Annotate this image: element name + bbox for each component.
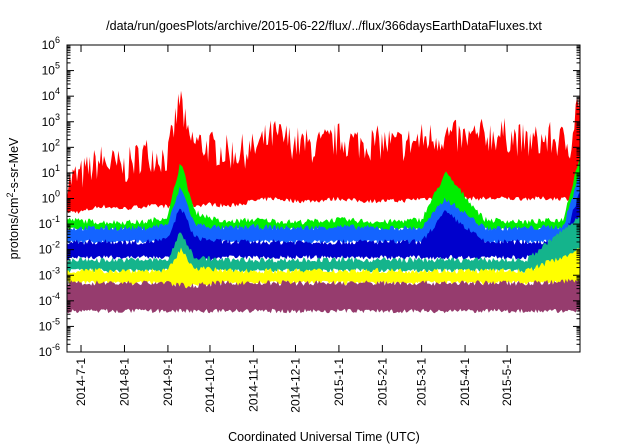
y-axis-label-part: protons/cm: [7, 198, 21, 260]
chart-title: /data/run/goesPlots/archive/2015-06-22/f…: [106, 19, 542, 33]
y-tick-exponent: -1: [52, 214, 60, 224]
y-tick-base: 10: [39, 345, 53, 359]
y-tick-base: 10: [42, 166, 56, 180]
y-tick-exponent: 1: [55, 163, 60, 173]
y-tick-label: 102: [42, 137, 60, 154]
series-layer: [67, 86, 580, 314]
y-tick-base: 10: [42, 115, 56, 129]
x-tick-label: 2014-12-1: [289, 358, 303, 413]
y-tick-label: 10-2: [39, 240, 60, 257]
y-tick-base: 10: [39, 294, 53, 308]
series-yellow-band: [67, 247, 580, 290]
y-tick-label: 105: [42, 61, 60, 78]
y-tick-base: 10: [42, 89, 56, 103]
x-tick-label: 2014-10-1: [203, 358, 217, 413]
y-tick-base: 10: [42, 64, 56, 78]
y-tick-base: 10: [39, 268, 53, 282]
y-tick-exponent: 5: [55, 61, 60, 71]
x-tick-label: 2014-11-1: [246, 358, 260, 412]
y-tick-exponent: 3: [55, 112, 60, 122]
x-tick-label: 2014-7-1: [74, 358, 88, 406]
y-tick-label: 101: [42, 163, 60, 180]
x-tick-label: 2015-2-1: [375, 358, 389, 406]
series-darkblue-band: [67, 192, 580, 269]
y-tick-base: 10: [42, 140, 56, 154]
y-tick-exponent: -5: [52, 316, 60, 326]
y-tick-label: 104: [42, 86, 60, 103]
y-tick-exponent: 2: [55, 137, 60, 147]
y-tick-label: 10-4: [39, 291, 60, 308]
y-tick-label: 103: [42, 112, 60, 129]
y-tick-exponent: -3: [52, 265, 60, 275]
x-tick-label: 2015-1-1: [332, 358, 346, 406]
x-axis: 2014-7-1 2014-8-1 2014-9-1 2014-10-1 2014-11…: [74, 45, 514, 413]
y-tick-exponent: 4: [55, 86, 60, 96]
y-tick-exponent: -6: [52, 342, 60, 352]
series-teal-band: [67, 217, 580, 280]
y-axis-label-part: -s-sr-MeV: [7, 137, 21, 193]
y-axis-label-exponent: 2: [5, 193, 15, 198]
y-tick-exponent: 0: [55, 189, 60, 199]
y-tick-exponent: 6: [55, 35, 60, 45]
y-tick-label: 100: [42, 189, 60, 206]
series-red-band: [67, 86, 580, 217]
y-tick-exponent: -4: [52, 291, 60, 301]
x-tick-label: 2014-8-1: [118, 358, 132, 406]
series-maroon-band: [67, 278, 580, 314]
y-tick-label: 10-6: [39, 342, 60, 359]
x-tick-label: 2015-4-1: [458, 358, 472, 406]
x-tick-label: 2015-5-1: [500, 358, 514, 406]
x-tick-label: 2014-9-1: [161, 358, 175, 406]
y-tick-base: 10: [42, 38, 56, 52]
y-tick-base: 10: [42, 192, 56, 206]
x-axis-label: Coordinated Universal Time (UTC): [228, 430, 420, 444]
y-tick-base: 10: [39, 243, 53, 257]
y-tick-label: 10-5: [39, 316, 60, 333]
y-axis: 10-610-510-410-310-210-11001011021031041…: [39, 35, 580, 359]
y-axis-label: protons/cm2-s-sr-MeV: [5, 137, 21, 259]
y-tick-label: 106: [42, 35, 60, 52]
y-tick-label: 10-1: [39, 214, 60, 231]
y-tick-exponent: -2: [52, 240, 60, 250]
y-tick-base: 10: [39, 319, 53, 333]
y-tick-base: 10: [39, 217, 53, 231]
x-tick-label: 2015-3-1: [415, 358, 429, 406]
y-tick-label: 10-3: [39, 265, 60, 282]
